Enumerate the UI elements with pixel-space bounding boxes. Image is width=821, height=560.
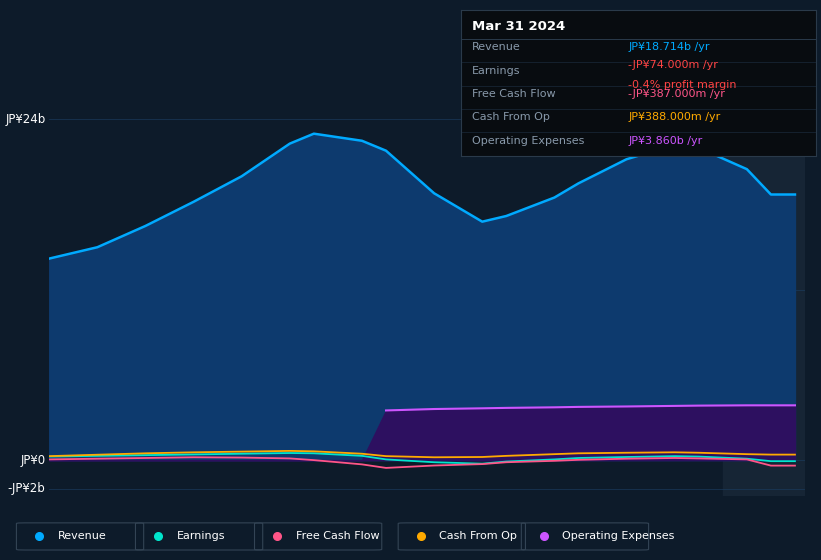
Text: JP¥18.714b /yr: JP¥18.714b /yr — [628, 43, 709, 52]
Text: JP¥0: JP¥0 — [21, 454, 45, 466]
Text: 2024: 2024 — [755, 512, 787, 525]
Text: 2019: 2019 — [274, 512, 305, 525]
Text: -0.4% profit margin: -0.4% profit margin — [628, 80, 736, 90]
Text: Earnings: Earnings — [472, 66, 521, 76]
Bar — [722, 84, 805, 496]
Text: Mar 31 2024: Mar 31 2024 — [472, 20, 566, 33]
Text: Cash From Op: Cash From Op — [439, 531, 517, 542]
Text: 2023: 2023 — [659, 512, 690, 525]
Text: 2021: 2021 — [466, 512, 498, 525]
Text: JP¥388.000m /yr: JP¥388.000m /yr — [628, 112, 720, 122]
Text: -JP¥387.000m /yr: -JP¥387.000m /yr — [628, 89, 725, 99]
Text: Free Cash Flow: Free Cash Flow — [296, 531, 379, 542]
Text: Cash From Op: Cash From Op — [472, 112, 550, 122]
Text: -JP¥74.000m /yr: -JP¥74.000m /yr — [628, 60, 718, 70]
Text: Free Cash Flow: Free Cash Flow — [472, 89, 556, 99]
Text: 2018: 2018 — [177, 512, 209, 525]
Text: 2022: 2022 — [562, 512, 594, 525]
Text: 2017: 2017 — [81, 512, 113, 525]
Text: Revenue: Revenue — [472, 43, 521, 52]
Text: Earnings: Earnings — [177, 531, 225, 542]
Text: Operating Expenses: Operating Expenses — [562, 531, 675, 542]
Text: 2020: 2020 — [370, 512, 402, 525]
Text: Revenue: Revenue — [57, 531, 106, 542]
Text: JP¥3.860b /yr: JP¥3.860b /yr — [628, 136, 702, 146]
Text: Operating Expenses: Operating Expenses — [472, 136, 585, 146]
Text: JP¥24b: JP¥24b — [5, 113, 45, 126]
Text: -JP¥2b: -JP¥2b — [7, 482, 45, 495]
